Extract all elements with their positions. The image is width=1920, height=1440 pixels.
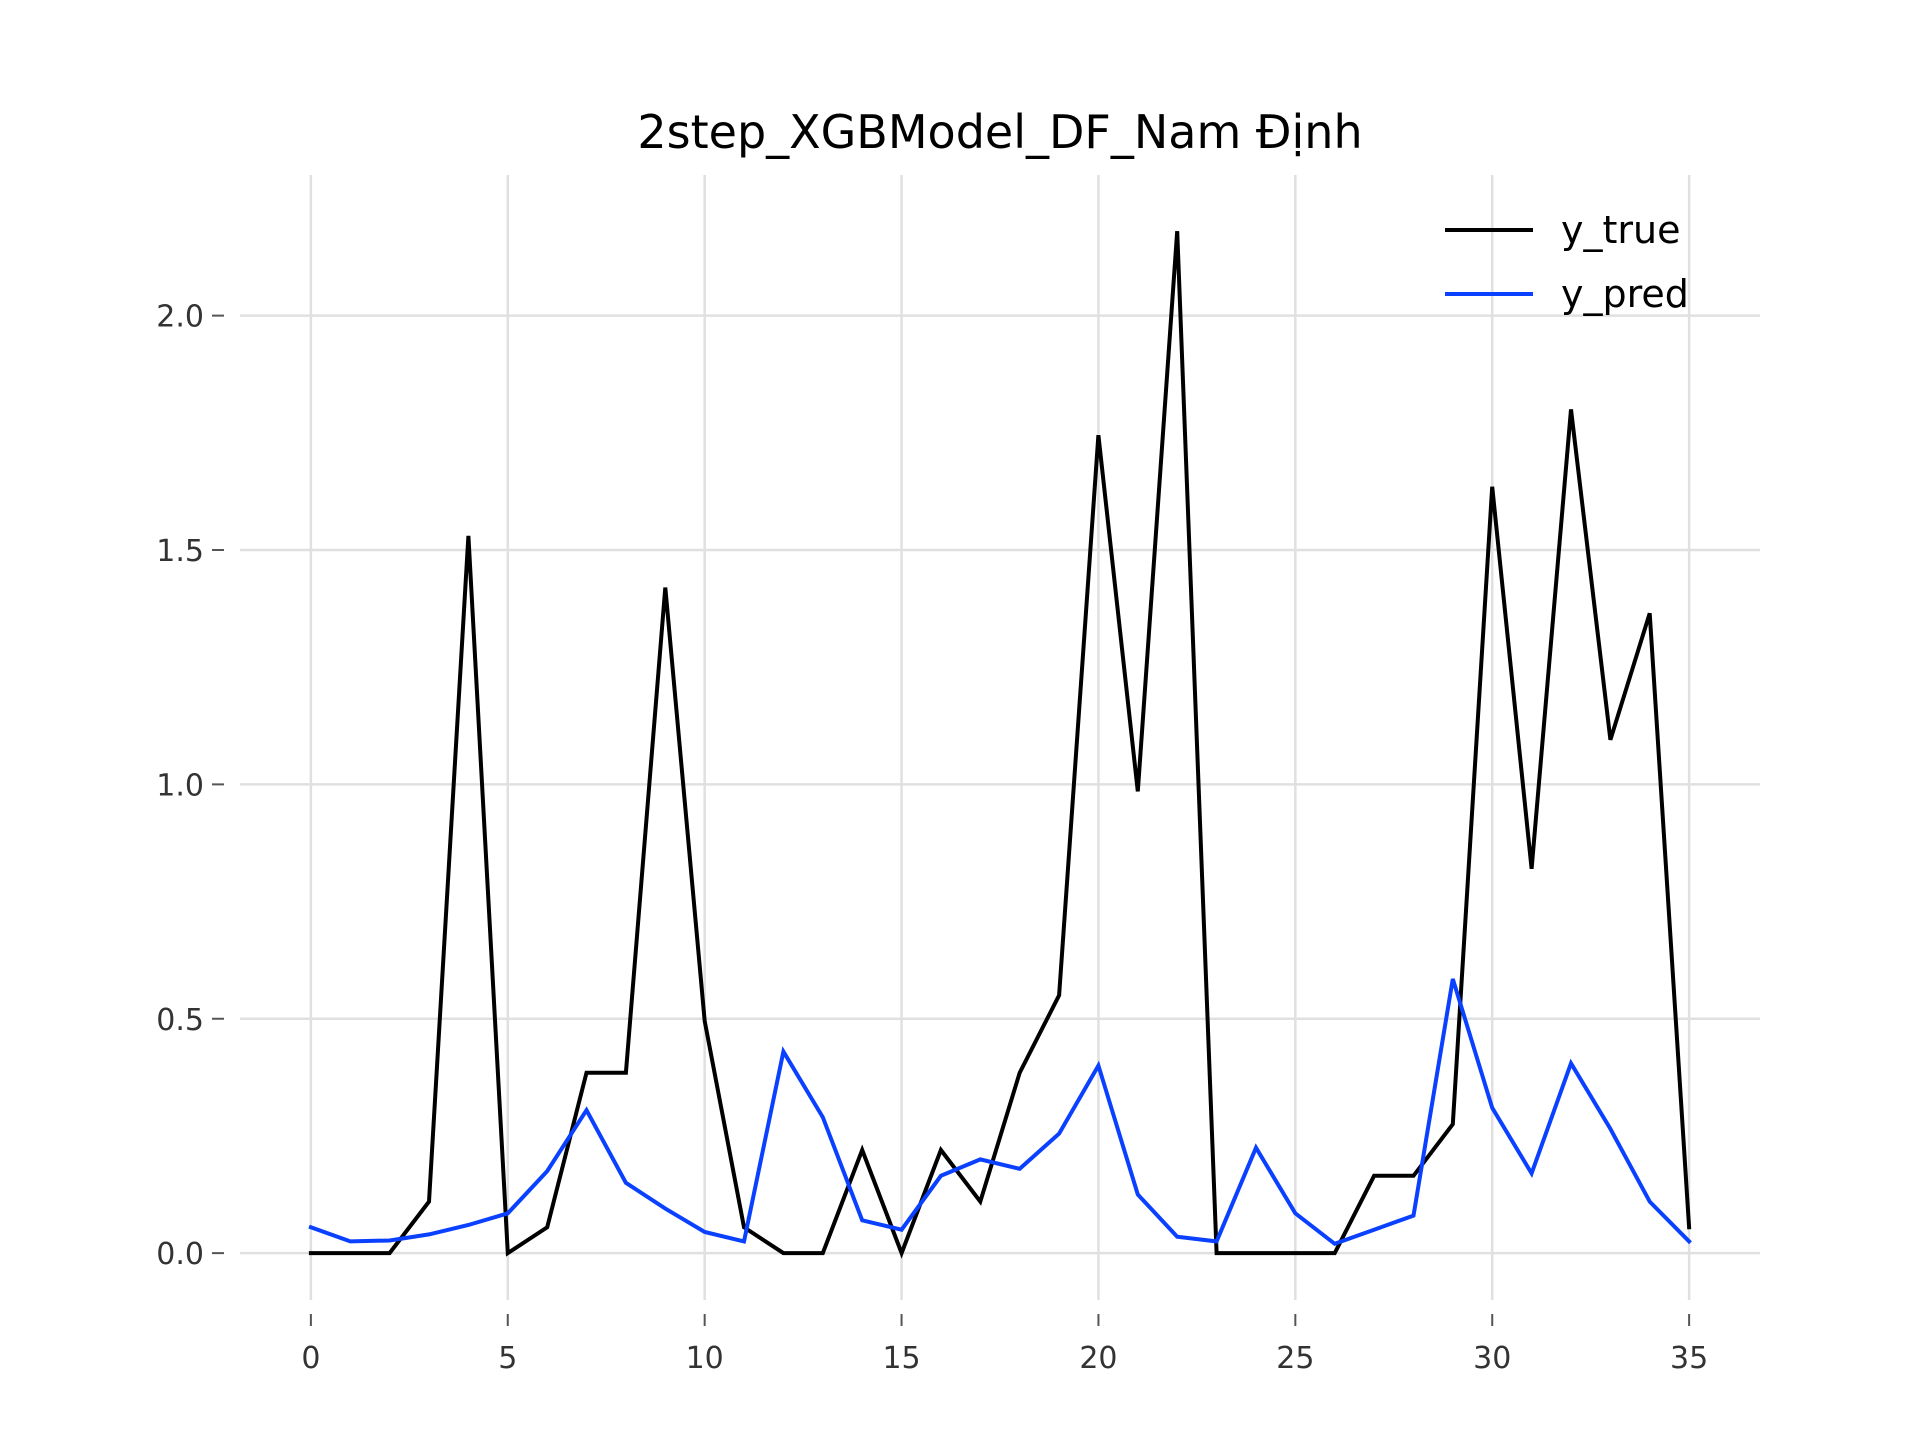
- legend-label-y-true: y_true: [1561, 208, 1680, 252]
- series-line-y-true: [308, 231, 1692, 1259]
- y-tick-label: 2.0: [156, 300, 204, 335]
- series-lines: [308, 231, 1692, 1259]
- legend-label-y-pred: y_pred: [1561, 272, 1689, 316]
- x-tick-label: 10: [686, 1341, 724, 1376]
- grid-lines: [240, 175, 1760, 1300]
- x-tick-label: 0: [301, 1341, 320, 1376]
- y-tick-label: 1.0: [156, 768, 204, 803]
- x-tick-label: 25: [1276, 1341, 1314, 1376]
- y-tick-label: 0.5: [156, 1003, 204, 1038]
- x-tick-label: 35: [1670, 1341, 1708, 1376]
- axis-ticks: 0 5 10 15 20 25 30 35 0.0 0.5 1.0 1.5 2.0: [156, 300, 1708, 1376]
- chart-title: 2step_XGBModel_DF_Nam Định: [637, 105, 1362, 159]
- x-tick-label: 20: [1079, 1341, 1117, 1376]
- y-tick-label: 0.0: [156, 1237, 204, 1272]
- legend: y_true y_pred: [1445, 208, 1689, 316]
- series-line-y-pred: [308, 978, 1692, 1247]
- x-tick-label: 15: [882, 1341, 920, 1376]
- x-tick-label: 5: [498, 1341, 517, 1376]
- x-tick-label: 30: [1473, 1341, 1511, 1376]
- y-tick-label: 1.5: [156, 534, 204, 569]
